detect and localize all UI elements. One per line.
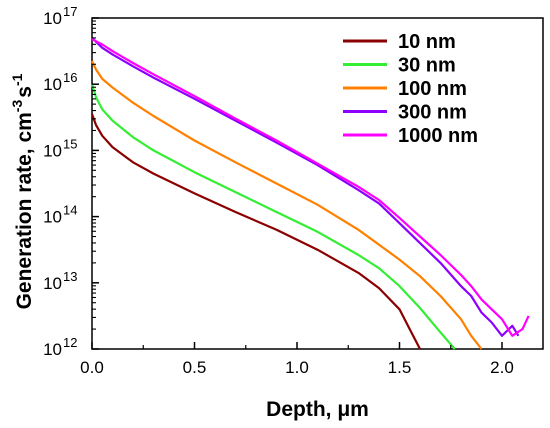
legend-label-4: 300 nm: [398, 102, 467, 124]
y-axis-title-exp1: -3: [9, 100, 25, 113]
legend-label-5: 1000 nm: [398, 125, 478, 147]
series-line-5: [91, 38, 530, 337]
legend-label-2: 30 nm: [398, 55, 456, 77]
x-tick-label: 0.0: [80, 358, 104, 377]
y-axis-title-mid: s: [13, 86, 36, 98]
x-tick-label: 0.5: [183, 358, 207, 377]
x-tick-label: 1.5: [388, 358, 412, 377]
y-tick-label: 10: [43, 340, 62, 359]
y-tick-label: 10: [43, 75, 62, 94]
series-lines: [90, 37, 530, 350]
y-tick-label: 10: [43, 208, 62, 227]
legend-label-1: 10 nm: [398, 31, 456, 53]
y-axis-title-exp2: -1: [9, 73, 25, 86]
x-tick-label: 1.0: [285, 358, 309, 377]
y-axis-title-main: Generation rate, cm: [13, 112, 36, 309]
x-axis-title-text: Depth, μm: [266, 398, 369, 421]
y-tick-label-exponent: 14: [63, 203, 77, 218]
y-tick-label-exponent: 12: [63, 335, 77, 350]
y-tick-label: 10: [43, 274, 62, 293]
y-tick-label: 10: [43, 141, 62, 160]
series-line-1: [90, 113, 421, 350]
y-axis-title: Generation rate, cm-3 s-1: [9, 73, 36, 309]
y-tick-label-exponent: 13: [63, 269, 77, 284]
x-axis-title: Depth, μm: [266, 398, 369, 421]
series-line-3: [91, 60, 483, 350]
series-line-2: [90, 83, 456, 350]
y-tick-label-exponent: 15: [63, 136, 77, 151]
series-line-4: [91, 37, 520, 337]
y-tick-label: 10: [43, 9, 62, 28]
y-tick-label-exponent: 17: [63, 4, 77, 19]
x-tick-label: 2.0: [490, 358, 514, 377]
y-tick-label-exponent: 16: [63, 70, 77, 85]
plot-frame: [91, 17, 544, 350]
legend-label-3: 100 nm: [398, 78, 467, 100]
x-axis-ticks: 0.0 0.5 1.0 1.5 2.0: [80, 342, 514, 377]
